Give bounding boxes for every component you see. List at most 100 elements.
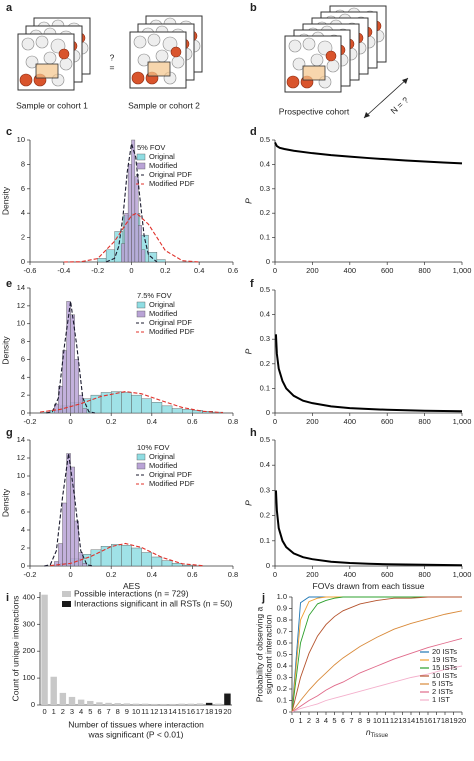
line-series <box>291 637 463 713</box>
y-tick-label: 0 <box>266 257 270 266</box>
histogram-bar <box>131 139 136 263</box>
y-axis-label: P <box>243 500 253 506</box>
histogram-bar <box>78 394 83 414</box>
x-tick-label: 0.2 <box>106 417 116 426</box>
tissue-image <box>284 35 342 93</box>
y-tick-label: 0.8 <box>277 615 287 624</box>
histogram-bar <box>161 405 173 414</box>
bar <box>77 699 85 705</box>
x-tick-label: 12 <box>390 716 398 725</box>
y-tick-label: 12 <box>17 301 25 310</box>
bar <box>169 703 176 705</box>
line-series <box>274 334 463 413</box>
x-tick-label: 19 <box>214 707 222 716</box>
y-tick-label: 300 <box>22 619 35 628</box>
histogram-bar <box>171 408 183 414</box>
x-tick-label: 0.2 <box>160 266 170 275</box>
x-tick-label: 14 <box>168 707 176 716</box>
y-tick-label: 0.4 <box>260 159 270 168</box>
y-tick-label: 1.0 <box>277 592 287 601</box>
panel-a: a ? = Sample or cohort 1 Sample or cohor… <box>6 2 203 110</box>
x-tick-label: 7 <box>349 716 353 725</box>
question-mark: ? <box>110 52 115 62</box>
x-tick-label: 10 <box>132 707 140 716</box>
x-tick-label: 6 <box>341 716 345 725</box>
y-tick-label: 10 <box>17 471 25 480</box>
bar <box>187 703 195 705</box>
line-series <box>46 301 96 414</box>
x-tick-label: 16 <box>187 707 195 716</box>
y-tick-label: 0.5 <box>260 135 270 144</box>
legend-label: Interactions significant in all RSTs (n … <box>74 598 233 608</box>
y-tick-label: 0.3 <box>260 485 270 494</box>
histogram-bar <box>58 543 63 567</box>
histogram-bar <box>138 225 142 263</box>
legend-title: 7.5% FOV <box>137 291 172 300</box>
histogram-bar <box>134 176 139 263</box>
y-tick-label: 2 <box>21 543 25 552</box>
x-tick-label: 0 <box>273 266 277 275</box>
x-tick-label: 5 <box>88 707 92 716</box>
legend-title: 10% FOV <box>137 443 170 452</box>
bar <box>196 703 204 705</box>
bar <box>105 702 112 705</box>
y-axis-label: Count of unique interactions <box>10 596 20 702</box>
x-tick-label: 20 <box>223 707 231 716</box>
histogram-bar <box>151 556 163 567</box>
x-tick-label: 200 <box>306 570 319 579</box>
x-tick-label: 0.4 <box>147 417 157 426</box>
x-tick-label: 400 <box>344 266 357 275</box>
x-tick-label: 0 <box>129 266 133 275</box>
histogram-bar <box>105 249 115 263</box>
panel-letter: j <box>261 592 265 604</box>
y-tick-label: 0.7 <box>277 626 287 635</box>
x-tick-label: 0 <box>273 417 277 426</box>
sample-label: Sample or cohort 2 <box>128 100 200 110</box>
histogram-bar <box>141 249 146 263</box>
x-tick-label: 2 <box>307 716 311 725</box>
x-tick-label: 17 <box>432 716 440 725</box>
x-tick-label: 600 <box>381 417 394 426</box>
histogram-bar <box>121 243 125 263</box>
x-tick-label: 11 <box>141 707 149 716</box>
panel-letter: b <box>250 2 257 14</box>
y-tick-label: 8 <box>21 159 25 168</box>
histogram-bar <box>161 560 173 567</box>
y-axis-label: Probability of observing a <box>254 607 264 703</box>
y-tick-label: 0 <box>21 408 25 417</box>
x-tick-label: 3 <box>70 707 74 716</box>
x-tick-label: 1,000 <box>453 417 472 426</box>
bar <box>87 700 94 705</box>
bar <box>96 702 103 705</box>
x-tick-label: 0.8 <box>228 570 238 579</box>
y-tick-label: 0.1 <box>260 536 270 545</box>
x-tick-label: 15 <box>415 716 423 725</box>
histogram-bar <box>182 409 193 414</box>
y-tick-label: 200 <box>22 646 35 655</box>
legend-swatch <box>62 591 71 597</box>
line-series <box>291 665 463 713</box>
tissue-image <box>17 33 75 91</box>
bar <box>132 703 140 705</box>
line-series <box>291 610 463 713</box>
panel-h: h 0 0.1 0.2 0.3 0.4 0.5 0 200 400 600 800 1,000 P FOVs… <box>243 427 471 591</box>
y-tick-label: 4 <box>21 372 25 381</box>
y-tick-label: 10 <box>17 319 25 328</box>
x-tick-label: 1,000 <box>453 266 472 275</box>
x-tick-label: 16 <box>424 716 432 725</box>
legend-swatch <box>136 162 146 170</box>
line-series <box>274 490 463 567</box>
equals-sign: = <box>110 62 115 72</box>
y-tick-label: 14 <box>17 435 25 444</box>
y-tick-label: 0.3 <box>277 672 287 681</box>
panel-letter: f <box>250 278 254 290</box>
cohort-label: Prospective cohort <box>279 106 350 116</box>
bar <box>215 703 222 705</box>
x-tick-label: 4 <box>324 716 328 725</box>
legend-swatch <box>136 301 146 309</box>
y-tick-label: 8 <box>21 489 25 498</box>
x-tick-label: 8 <box>358 716 362 725</box>
y-tick-label: 0.1 <box>260 383 270 392</box>
line-series <box>40 391 223 414</box>
